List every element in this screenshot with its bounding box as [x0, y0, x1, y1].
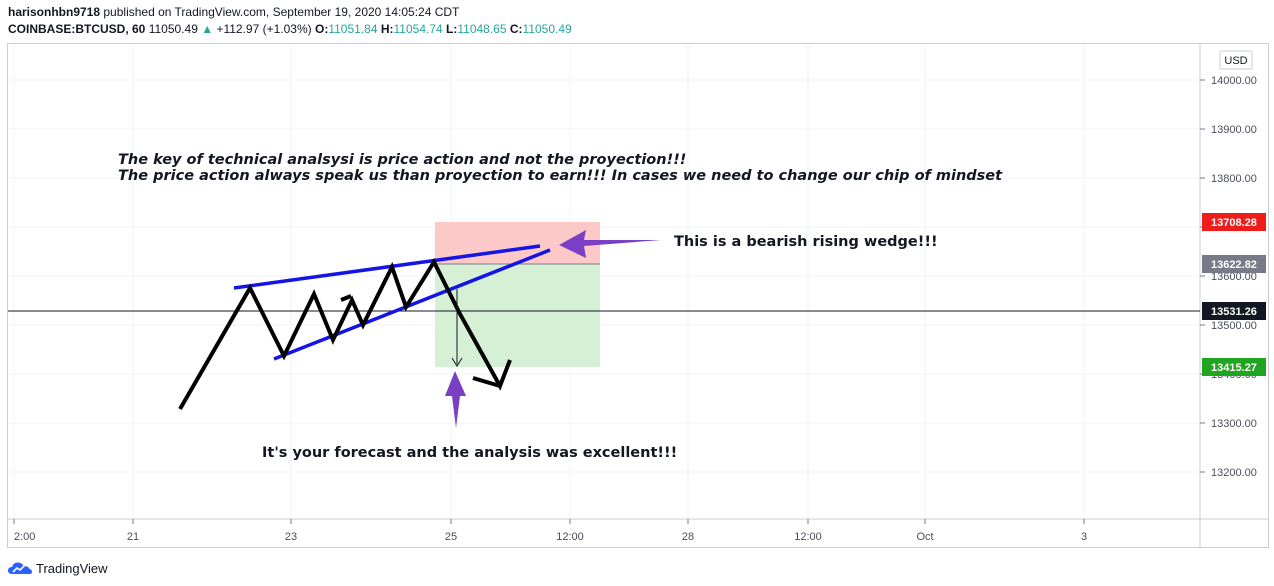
open-value: 11051.84 — [328, 22, 378, 36]
chart-pane[interactable]: The key of technical analsysi is price a… — [7, 43, 1269, 548]
price-tick-label: 13200.00 — [1211, 467, 1257, 479]
price-badge — [1202, 255, 1266, 273]
annotation-forecast-note[interactable]: It's your forecast and the analysis was … — [262, 445, 677, 461]
up-triangle-icon: ▲ — [201, 22, 214, 36]
brand-label[interactable]: TradingView — [36, 560, 108, 576]
price-tick-label: 13800.00 — [1211, 173, 1257, 185]
last-price: 11050.49 — [148, 22, 198, 36]
price-tick-label: 13900.00 — [1211, 124, 1257, 136]
price-change: +112.97 (+1.03%) — [216, 22, 312, 36]
price-axis[interactable]: 14000.0013900.0013800.0013700.0013600.00… — [1200, 75, 1257, 479]
price-badge — [1202, 302, 1266, 320]
tradingview-cloud-icon[interactable] — [8, 561, 32, 575]
currency-box[interactable] — [1219, 50, 1253, 70]
price-badge-label: 13415.27 — [1211, 362, 1257, 374]
publish-line: harisonhbn9718 published on TradingView.… — [8, 4, 1266, 20]
low-label: L: — [446, 22, 458, 36]
wedge-upper-line[interactable] — [233, 244, 541, 290]
open-label: O: — [314, 22, 329, 36]
time-tick-label: 12:00 — [794, 531, 822, 543]
time-tick-label: 21 — [127, 531, 139, 543]
chart-header: harisonhbn9718 published on TradingView.… — [8, 4, 1266, 37]
author-name[interactable]: harisonhbn9718 — [8, 5, 101, 19]
price-action-hook — [472, 376, 501, 388]
price-badge — [1202, 213, 1266, 231]
chart-canvas[interactable]: The key of technical analsysi is price a… — [8, 44, 1268, 547]
wedge-lower-line[interactable] — [273, 248, 551, 361]
time-tick-label: 3 — [1081, 531, 1087, 543]
symbol-label[interactable]: COINBASE:BTCUSD, 60 — [8, 22, 146, 36]
annotation-top-line-1[interactable]: The key of technical analsysi is price a… — [118, 152, 686, 168]
price-badge-label: 13531.26 — [1211, 306, 1257, 318]
drop-arrow-head — [451, 357, 463, 367]
price-badge — [1202, 358, 1266, 376]
price-badge-label: 13708.28 — [1211, 217, 1257, 229]
close-value: 11050.49 — [522, 22, 572, 36]
purple-arrow-left-icon[interactable] — [559, 230, 661, 258]
annotation-wedge-note[interactable]: This is a bearish rising wedge!!! — [674, 234, 938, 250]
currency-label: USD — [1224, 55, 1247, 67]
time-tick-label: 2:00 — [14, 531, 35, 543]
price-tick-label: 13600.00 — [1211, 271, 1257, 283]
published-text: published on TradingView.com, September … — [103, 5, 460, 19]
footer: TradingView — [8, 558, 108, 578]
annotation-top-line-2[interactable]: The price action always speak us than pr… — [118, 168, 1003, 184]
time-tick-label: 28 — [682, 531, 694, 543]
price-action-path[interactable] — [178, 257, 512, 411]
time-tick-label: 25 — [445, 531, 457, 543]
high-value: 11054.74 — [393, 22, 443, 36]
price-tick-label: 13300.00 — [1211, 418, 1257, 430]
price-action-fragment — [340, 294, 352, 302]
time-tick-label: 12:00 — [556, 531, 584, 543]
price-tick-label: 14000.00 — [1211, 75, 1257, 87]
price-tick-label: 13500.00 — [1211, 320, 1257, 332]
price-badge-label: 13622.82 — [1211, 259, 1257, 271]
price-badges: 13708.28 13622.82 13531.26 13415.27 — [1202, 213, 1266, 376]
high-label: H: — [380, 22, 394, 36]
ohlc-line: COINBASE:BTCUSD, 60 11050.49 ▲ +112.97 (… — [8, 21, 1266, 37]
time-axis[interactable]: 2:00 21 23 25 12:00 28 12:00 Oct 3 — [13, 519, 1087, 543]
close-label: C: — [509, 22, 523, 36]
time-tick-label: Oct — [916, 531, 933, 543]
time-tick-label: 23 — [285, 531, 297, 543]
low-value: 11048.65 — [457, 22, 507, 36]
purple-arrow-up-icon[interactable] — [445, 371, 466, 428]
